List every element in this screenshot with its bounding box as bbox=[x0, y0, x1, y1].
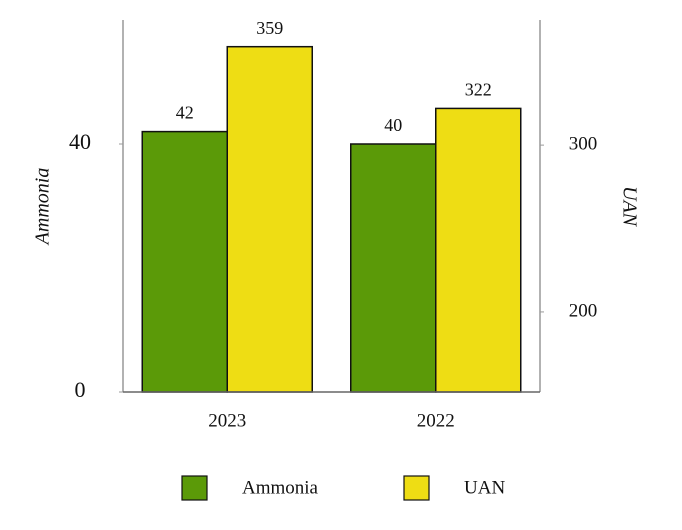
value-label: 322 bbox=[465, 80, 492, 100]
x-tick-label: 2023 bbox=[208, 410, 246, 431]
legend-label: UAN bbox=[464, 477, 505, 498]
y-tick-label: 0 bbox=[75, 377, 86, 402]
bar bbox=[350, 143, 437, 393]
y2-axis-title: UAN bbox=[618, 186, 640, 228]
bar bbox=[435, 107, 522, 393]
y-tick-label: 40 bbox=[69, 129, 91, 154]
x-tick-label: 2022 bbox=[417, 410, 455, 431]
legend-label: Ammonia bbox=[242, 477, 319, 498]
bar bbox=[226, 45, 313, 393]
legend-swatch bbox=[403, 475, 430, 501]
bar bbox=[141, 130, 228, 393]
y2-tick-label: 200 bbox=[569, 300, 598, 321]
y2-tick-label: 300 bbox=[569, 133, 598, 154]
legend-swatch bbox=[181, 475, 208, 501]
value-label: 359 bbox=[256, 18, 283, 38]
value-label: 42 bbox=[176, 103, 194, 123]
value-label: 40 bbox=[384, 115, 402, 135]
y-axis-title: Ammonia bbox=[32, 168, 54, 247]
